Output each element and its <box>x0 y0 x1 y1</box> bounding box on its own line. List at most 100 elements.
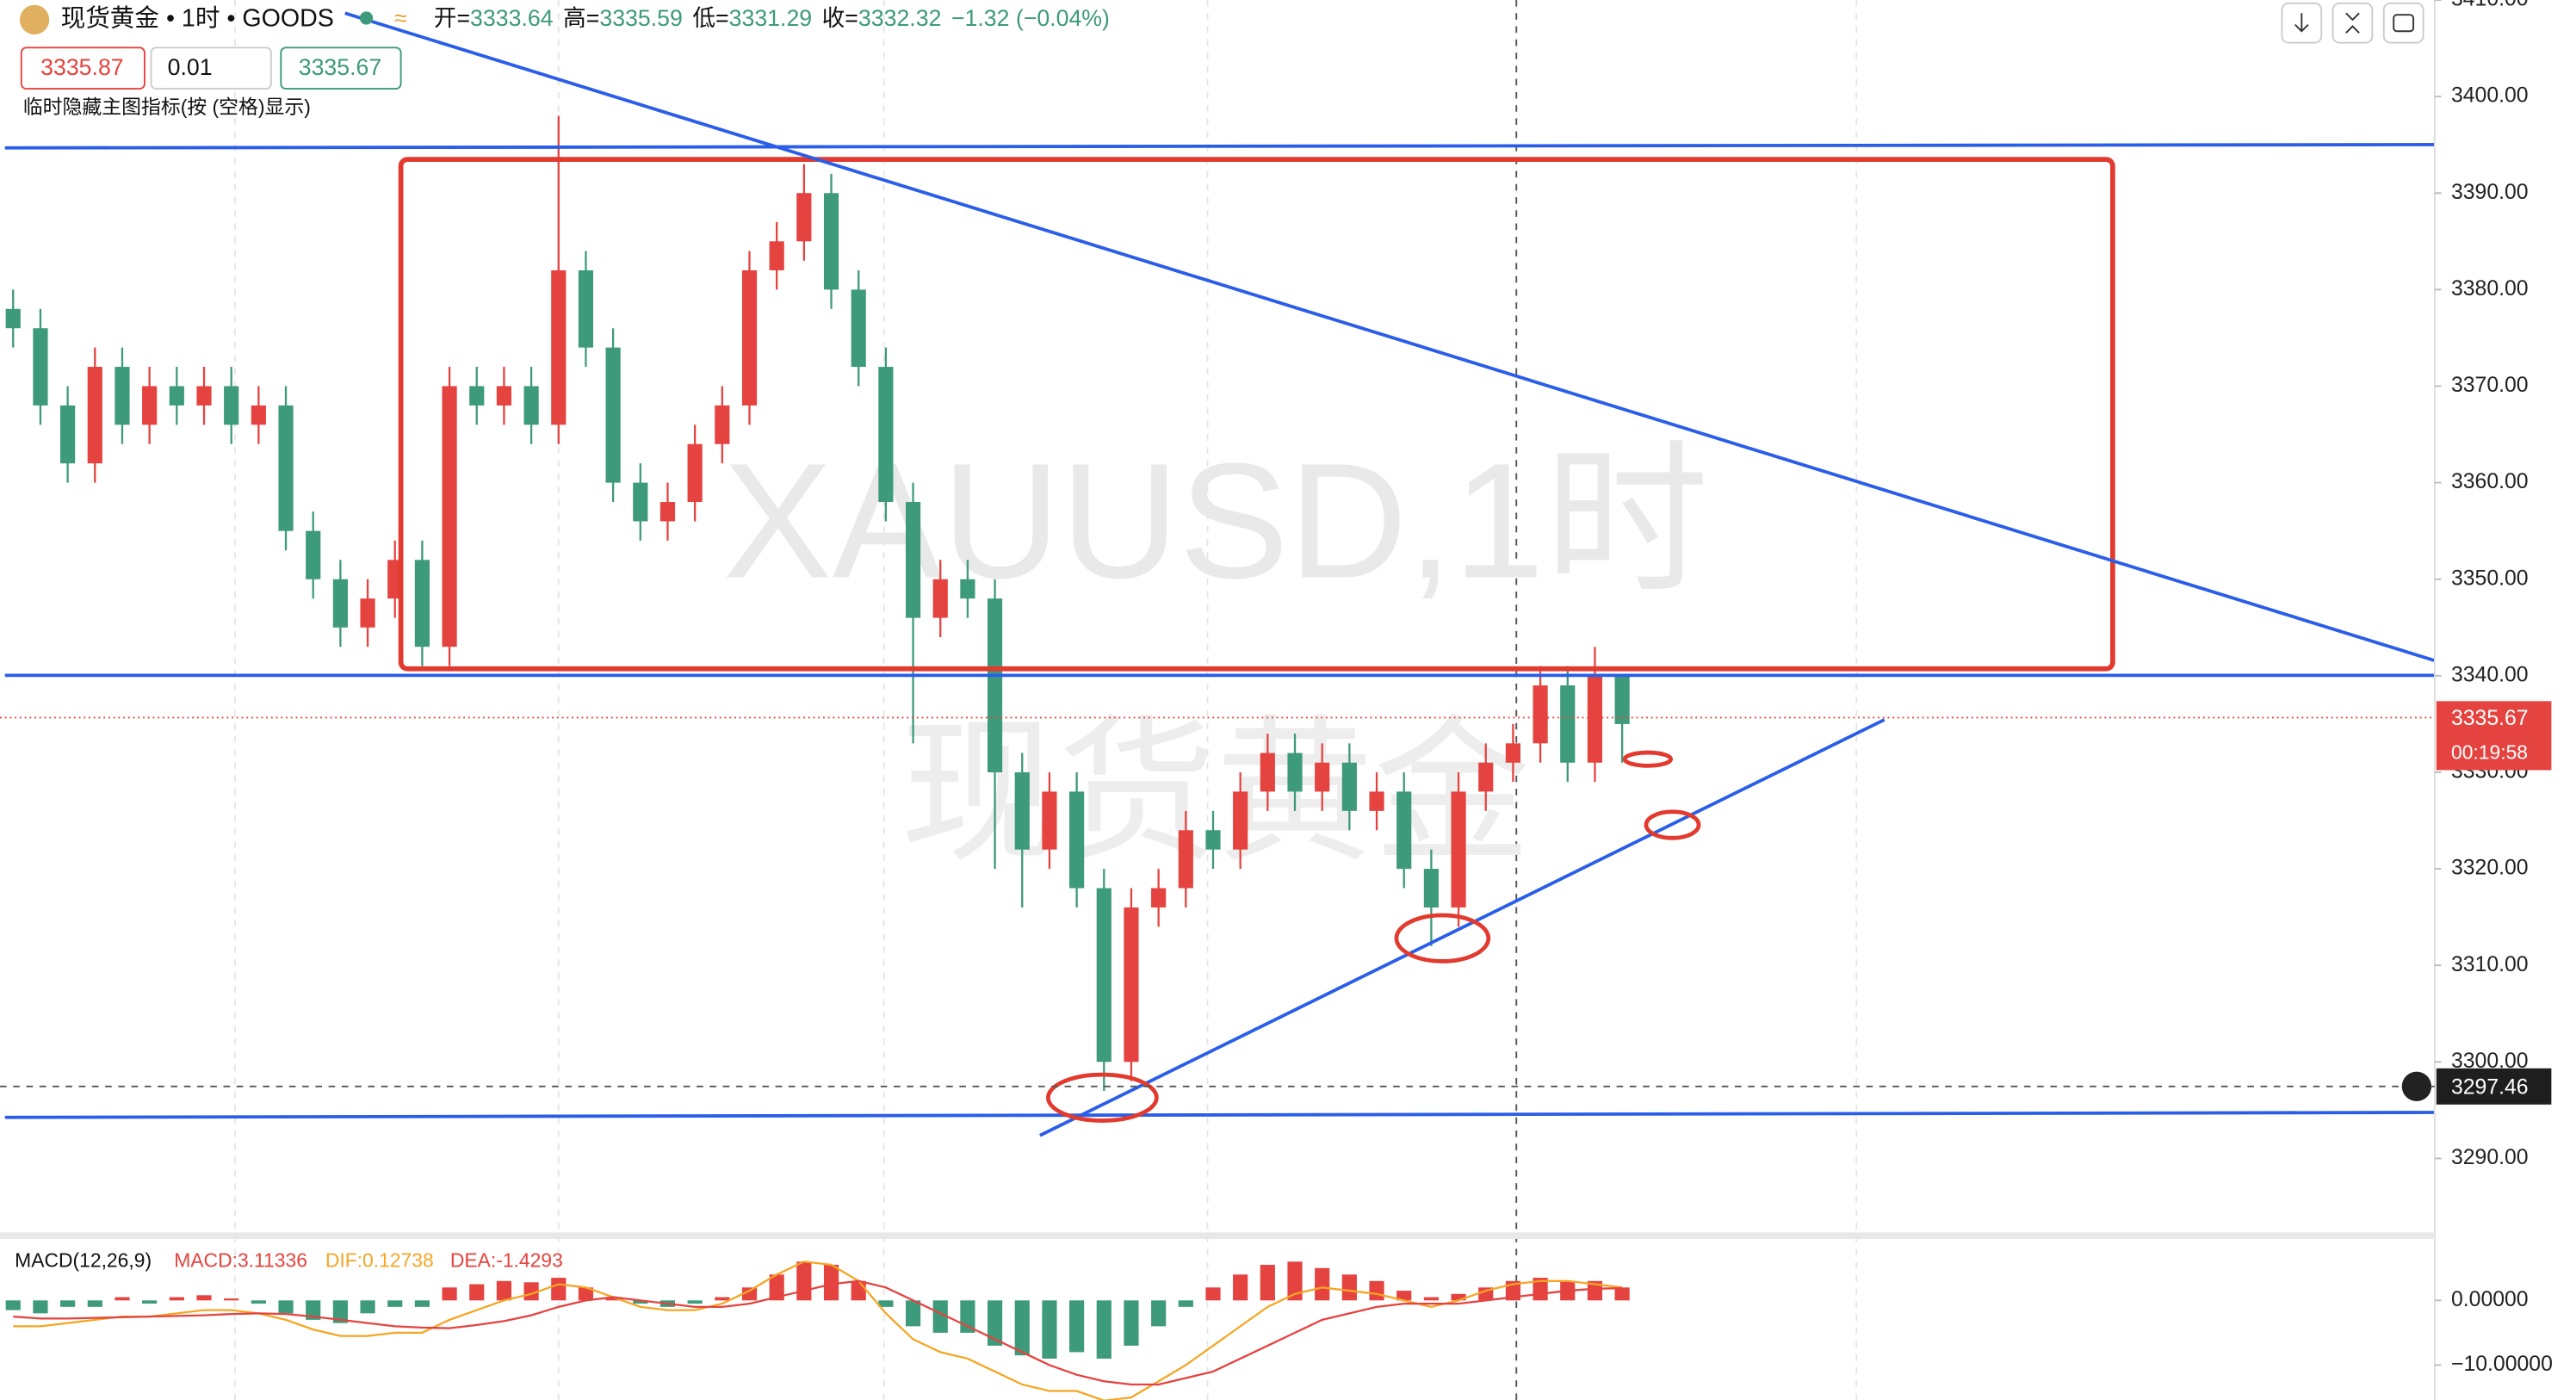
macd-line <box>13 1261 1623 1400</box>
status-dot <box>359 11 374 25</box>
quantity: 0.01 <box>168 54 213 80</box>
macd-bar <box>332 1300 348 1323</box>
candles <box>5 115 1630 1091</box>
candle-body <box>1124 907 1139 1062</box>
macd-bar <box>633 1300 648 1304</box>
candle-body <box>1533 685 1548 744</box>
candle-body <box>87 367 102 464</box>
candle-body <box>1014 771 1030 850</box>
macd-bar <box>796 1261 812 1301</box>
macd-bar <box>741 1287 758 1301</box>
macd-bar <box>578 1287 594 1301</box>
candle-body <box>1341 762 1357 811</box>
candle-body <box>469 386 485 406</box>
y-tick-label: 3390.00 <box>2451 181 2529 204</box>
macd-bar <box>1151 1300 1167 1327</box>
macd-bar <box>496 1280 512 1301</box>
candle-body <box>1233 791 1248 850</box>
macd-y-tick-label: 0.00000 <box>2451 1288 2529 1311</box>
quantity-box[interactable] <box>150 46 272 90</box>
candle-body <box>169 386 184 406</box>
macd-line <box>13 1279 1623 1386</box>
macd-bar <box>1124 1300 1139 1346</box>
candle-body <box>851 289 866 368</box>
candle-body <box>1178 830 1193 889</box>
watermark-name: 现货黄金 <box>901 704 1532 881</box>
macd-bar <box>1587 1280 1603 1301</box>
macd-bar <box>469 1284 485 1301</box>
macd-bar <box>1315 1267 1330 1301</box>
candle-body <box>496 386 512 406</box>
status-icon: ≈ <box>394 5 407 31</box>
candle-body <box>633 482 648 522</box>
macd-bar <box>1287 1261 1303 1301</box>
pane-divider <box>0 1232 2435 1239</box>
macd-bar <box>1096 1300 1112 1359</box>
y-tick-label: 3350.00 <box>2451 567 2529 590</box>
macd-bar <box>905 1300 921 1327</box>
macd-dea-label: DEA:-1.4293 <box>450 1249 563 1272</box>
candle-body <box>715 405 730 444</box>
macd-bar <box>851 1280 866 1301</box>
macd-bar <box>224 1298 239 1301</box>
macd-bar <box>605 1297 621 1301</box>
watermark: XAUUSD,1时 <box>722 430 1708 613</box>
candle-body <box>823 193 839 290</box>
candle-body <box>33 328 48 406</box>
candle-body <box>1287 753 1303 792</box>
macd-macd-label: MACD:3.11336 <box>174 1249 307 1272</box>
macd-bar <box>1396 1291 1412 1301</box>
vertical-grid <box>233 0 1858 1400</box>
candle-body <box>687 443 703 503</box>
symbol-icon <box>19 4 50 35</box>
candle-body <box>1042 791 1057 850</box>
macd-bar <box>142 1300 158 1304</box>
macd-bar <box>387 1300 403 1307</box>
macd-title: MACD(12,26,9) <box>15 1249 152 1272</box>
macd-bar <box>1614 1287 1630 1301</box>
candle-body <box>251 405 266 425</box>
macd-bar <box>442 1287 457 1301</box>
toolbar <box>2281 2 2424 44</box>
macd-bar <box>823 1265 839 1301</box>
candle-body <box>1369 791 1384 811</box>
macd-bar <box>1014 1300 1030 1356</box>
macd-bar <box>1233 1274 1248 1301</box>
ohlc-label: 高= <box>563 5 599 31</box>
macd-bar <box>414 1300 430 1307</box>
macd-bar <box>306 1300 321 1320</box>
candle-body <box>659 502 676 522</box>
candle-body <box>1096 888 1112 1062</box>
macd-bar <box>715 1297 730 1301</box>
ohlc-value: 3335.59 <box>599 5 683 31</box>
candle-body <box>796 193 812 242</box>
candle-body <box>741 269 758 406</box>
macd-bar <box>115 1297 130 1301</box>
bid: 3335.87 <box>40 54 124 80</box>
last-price-label: 3335.67 <box>2451 707 2529 730</box>
macd-bar <box>987 1300 1003 1346</box>
candle-body <box>1587 675 1603 763</box>
y-tick-label: 3290.00 <box>2451 1146 2529 1169</box>
macd-bar <box>1069 1300 1085 1353</box>
header: 现货黄金 • 1时 • GOODS ≈ 开= 3333.64 高= 3335.59 低=… <box>19 4 1110 118</box>
candle-body <box>60 405 76 464</box>
bid-box[interactable] <box>20 46 146 90</box>
candle-body <box>332 579 348 628</box>
button[interactable] <box>2331 2 2374 44</box>
candle-body <box>1260 753 1275 792</box>
macd-bar <box>251 1300 266 1304</box>
crosshair-icon <box>2401 1071 2432 1101</box>
y-tick-label: 3340.00 <box>2451 663 2529 686</box>
macd-bar <box>932 1300 948 1333</box>
ohlc-label: 开= <box>434 5 470 31</box>
macd-bar <box>196 1295 212 1301</box>
macd-bar <box>1341 1274 1357 1301</box>
ask-box[interactable] <box>280 46 402 90</box>
candle-body <box>115 367 130 425</box>
candle-body <box>1505 743 1521 763</box>
button[interactable] <box>2382 2 2424 44</box>
macd-bar <box>1369 1280 1384 1301</box>
